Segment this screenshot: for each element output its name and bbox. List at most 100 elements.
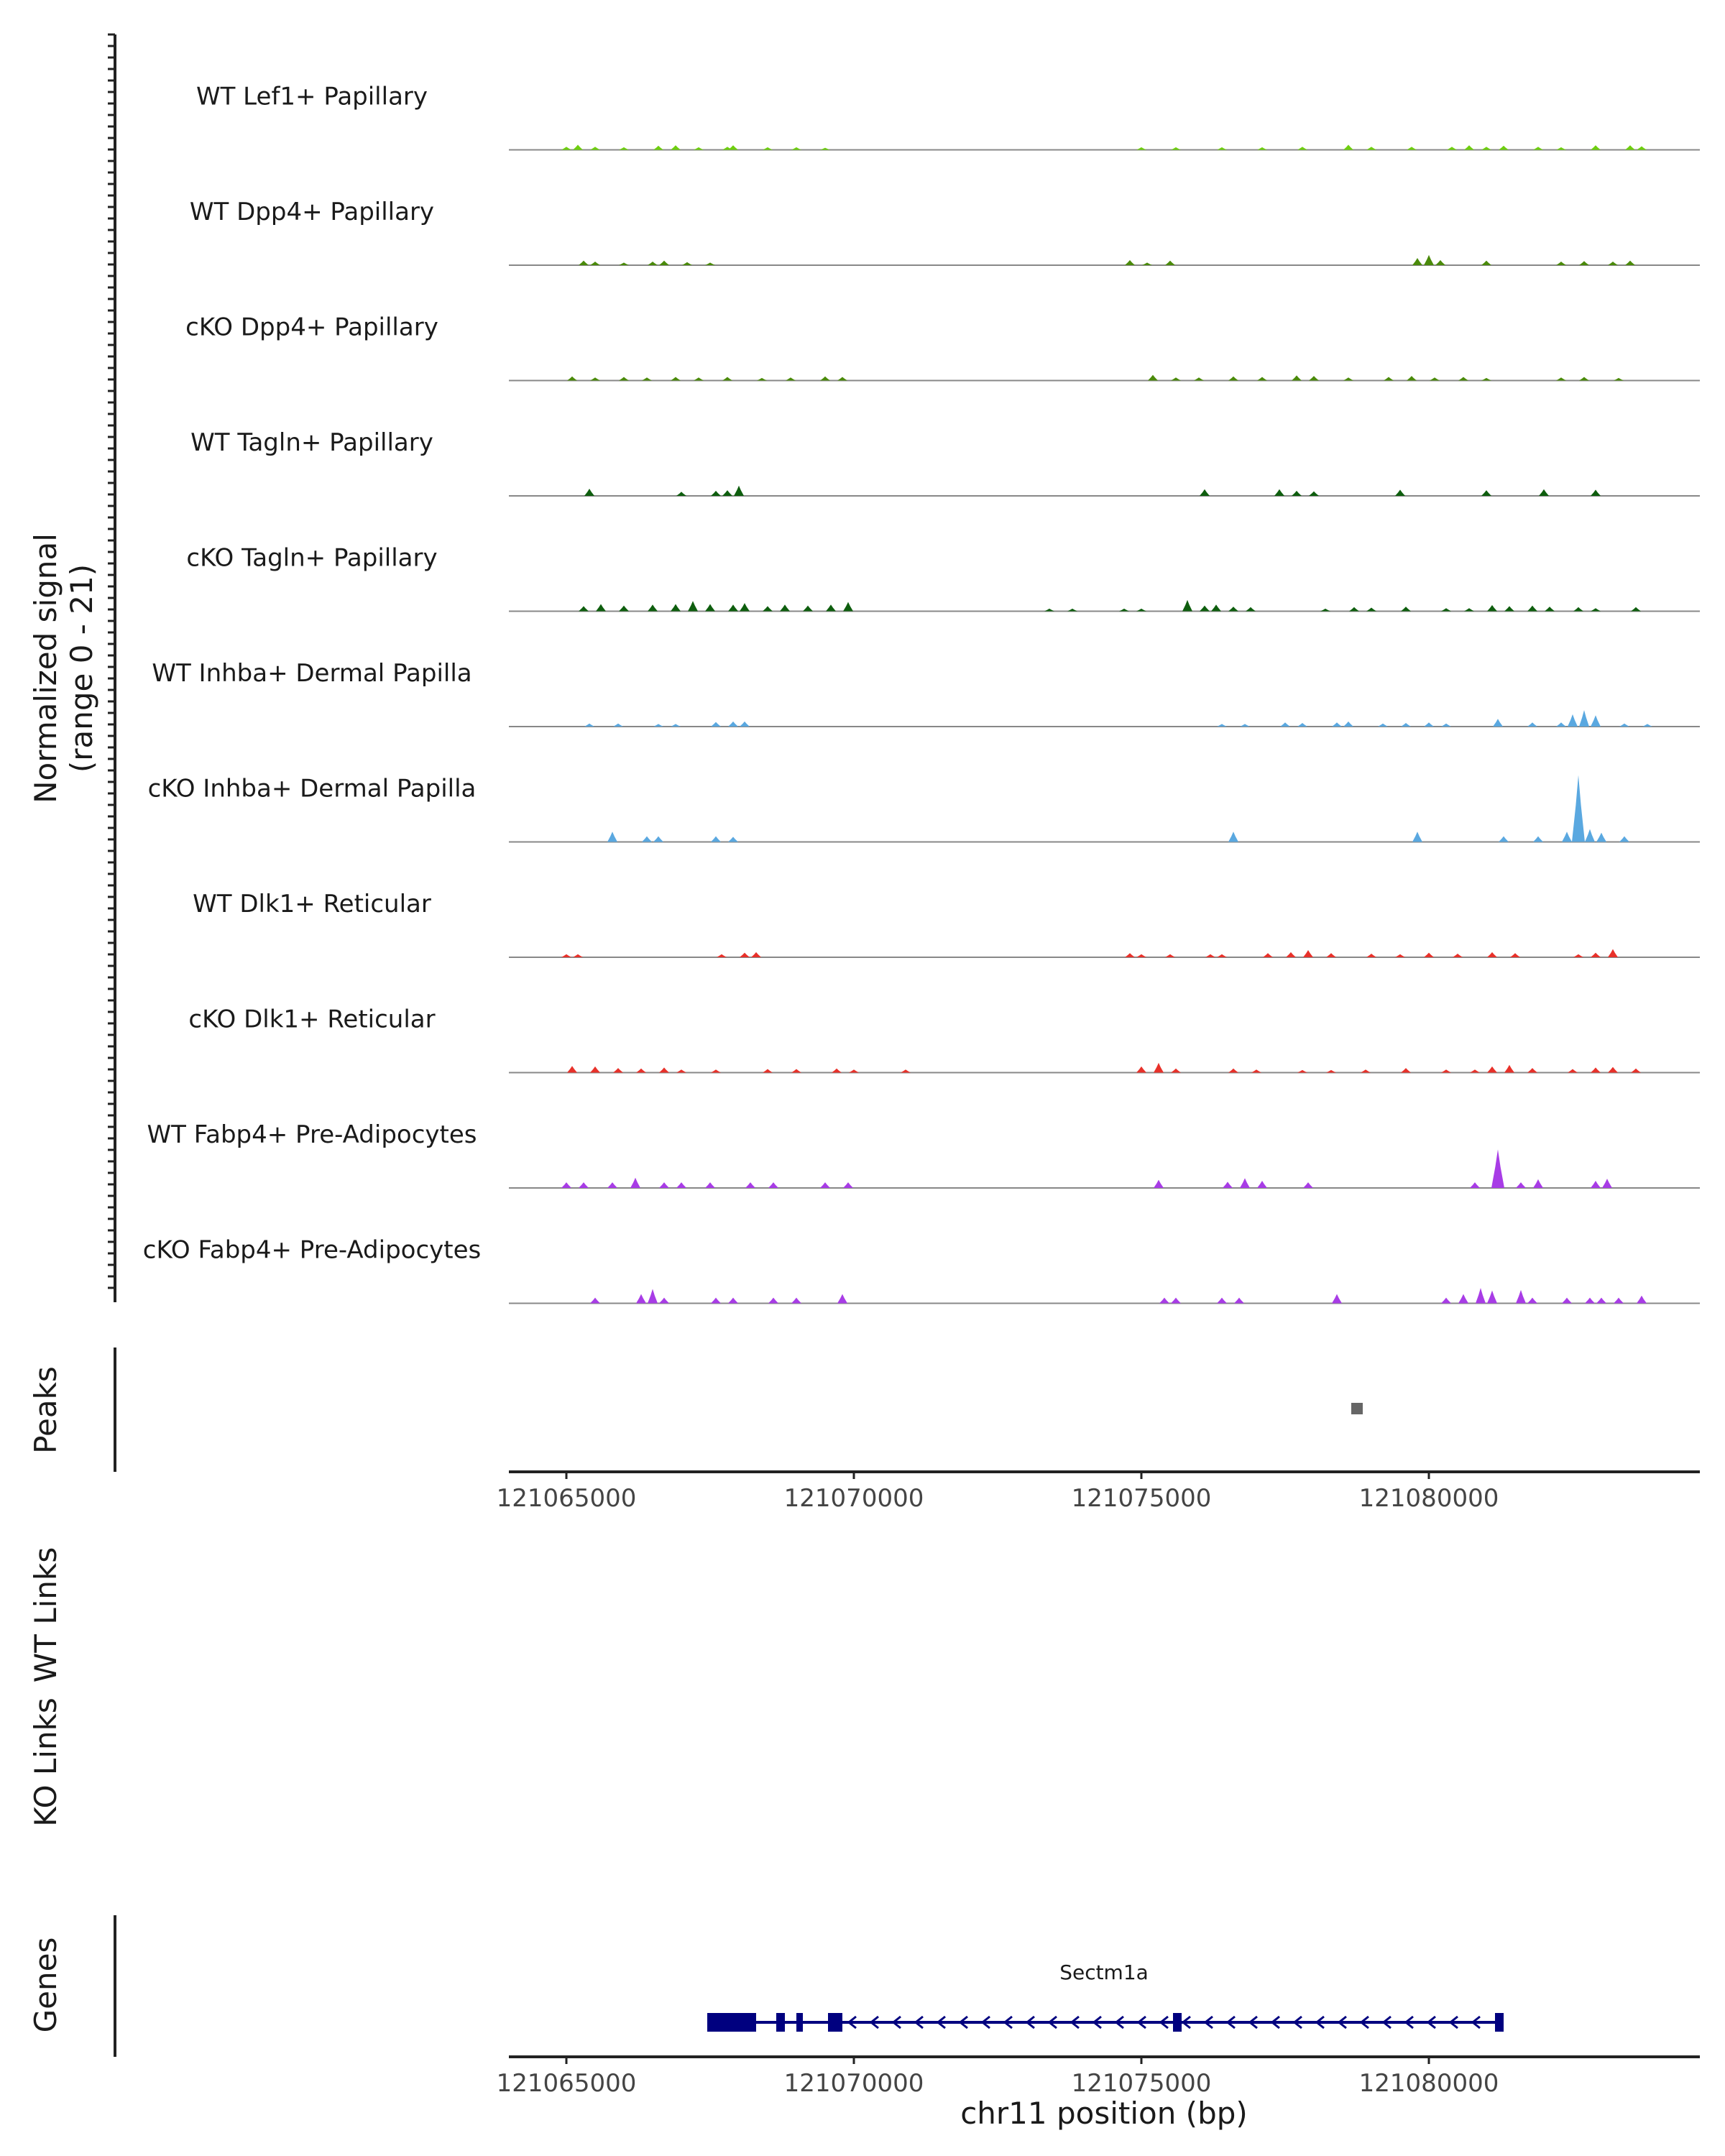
signal-peak	[803, 605, 813, 612]
signal-peak	[1430, 377, 1440, 381]
signal-peak	[1401, 723, 1411, 727]
peak-region	[1351, 1403, 1363, 1414]
coverage-tracks: WT Lef1+ Papillary WT Dpp4+ Papillary cKO …	[143, 83, 1700, 1304]
signal-peak	[1476, 1288, 1486, 1304]
x-tick-label: 121080000	[1359, 1484, 1499, 1513]
signal-peak	[648, 1289, 658, 1304]
signal-peak	[1504, 1064, 1514, 1073]
strand-arrow	[1270, 2015, 1280, 2030]
track-4: WT Tagln+ Papillary	[190, 428, 1700, 497]
signal-peak	[1458, 377, 1468, 381]
signal-peak	[1562, 1297, 1572, 1304]
track-1: WT Lef1+ Papillary	[196, 83, 1700, 151]
signal-peak	[659, 260, 669, 265]
signal-peak	[901, 1069, 911, 1073]
signal-peak	[1562, 831, 1572, 842]
signal-peak	[1499, 145, 1509, 150]
signal-peak	[1631, 1068, 1641, 1073]
track-3: cKO Dpp4+ Papillary	[185, 313, 1700, 382]
signal-peak	[636, 1294, 646, 1304]
gene-exon	[796, 2013, 803, 2032]
signal-peak	[1568, 1069, 1578, 1073]
signal-peak	[1441, 1297, 1451, 1304]
signal-peak	[832, 1068, 842, 1073]
signal-peak	[1487, 604, 1497, 612]
signal-peak	[826, 604, 836, 612]
strand-arrow	[891, 2015, 901, 2030]
signal-peak	[1424, 254, 1434, 265]
signal-peak	[1412, 258, 1422, 265]
track-label: WT Lef1+ Papillary	[196, 83, 428, 111]
gene-exon	[828, 2013, 842, 2032]
signal-peak	[837, 377, 847, 381]
signal-peak	[740, 952, 750, 957]
upper-x-axis: 121065000 121070000 121075000 121080000	[497, 1470, 1700, 1513]
x-tick-label: 121070000	[784, 2069, 924, 2098]
signal-peak	[1591, 952, 1601, 957]
signal-peak	[1136, 147, 1146, 150]
signal-peak	[1217, 147, 1227, 150]
signal-peak	[659, 1297, 669, 1304]
signal-peak	[1366, 147, 1376, 150]
signal-peak	[1568, 714, 1578, 727]
track-label: cKO Inhba+ Dermal Papilla	[148, 775, 477, 803]
gene-name-label: Sectm1a	[1059, 1961, 1149, 1984]
signal-peak	[1527, 722, 1537, 727]
signal-peak	[607, 1182, 617, 1188]
signal-peak	[1217, 724, 1227, 727]
signal-peak	[1171, 1297, 1181, 1304]
strand-arrow	[1114, 2015, 1124, 2030]
signal-peak	[1326, 1069, 1336, 1073]
signal-peak	[1591, 715, 1601, 727]
signal-peak	[1637, 146, 1647, 150]
track-label: cKO Fabp4+ Pre-Adipocytes	[143, 1236, 482, 1265]
signal-peak	[820, 376, 830, 381]
signal-peak	[705, 262, 715, 265]
signal-peak	[1441, 1069, 1451, 1073]
signal-axis-ticks	[108, 33, 115, 1289]
signal-peak	[1194, 377, 1204, 381]
signal-peak	[688, 601, 698, 612]
track-2: WT Dpp4+ Papillary	[190, 198, 1700, 266]
signal-peak	[1395, 954, 1405, 957]
signal-peak	[648, 262, 658, 265]
strand-arrow	[1448, 2015, 1458, 2030]
signal-peak	[745, 1182, 755, 1188]
signal-peak	[573, 954, 583, 957]
signal-peak	[1234, 1297, 1244, 1304]
signal-peak	[1458, 1294, 1468, 1304]
signal-peak	[1435, 259, 1445, 265]
signal-peak	[1044, 608, 1054, 612]
signal-peak	[619, 262, 629, 265]
signal-peak	[1412, 831, 1422, 842]
signal-peak	[1119, 608, 1129, 612]
strand-arrow	[936, 2015, 946, 2030]
signal-peak	[722, 377, 732, 381]
signal-peak	[1614, 1297, 1624, 1304]
signal-peak	[1148, 374, 1158, 381]
signal-peak	[1303, 1182, 1313, 1188]
strand-arrow	[1292, 2015, 1302, 2030]
signal-peak	[671, 604, 681, 612]
strand-arrow	[1203, 2015, 1213, 2030]
signal-peak	[791, 147, 801, 150]
signal-peak	[751, 952, 761, 957]
signal-peak	[1481, 377, 1491, 381]
signal-peak	[1464, 608, 1474, 612]
strand-arrow	[869, 2015, 879, 2030]
signal-peak	[1142, 262, 1152, 265]
signal-peak	[1614, 377, 1624, 381]
signal-peak	[1280, 722, 1290, 727]
signal-peak	[1343, 721, 1353, 727]
signal-peak	[1257, 147, 1267, 150]
signal-peak	[676, 492, 686, 496]
signal-peak	[1447, 147, 1457, 150]
signal-peak	[1136, 954, 1146, 957]
strand-arrow	[1159, 2015, 1169, 2030]
signal-peak	[579, 606, 589, 612]
signal-peak	[820, 147, 830, 150]
signal-peak	[1487, 1290, 1497, 1304]
signal-peak	[1378, 723, 1388, 727]
signal-peak	[671, 377, 681, 381]
